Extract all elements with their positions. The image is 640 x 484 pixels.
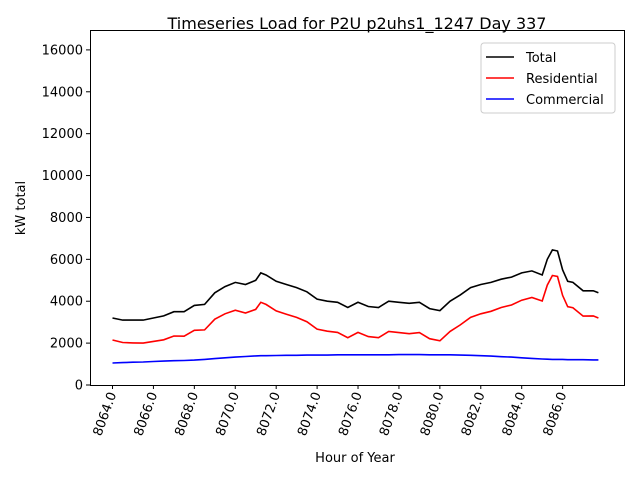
x-tick-label: 8072.0 [254, 390, 284, 438]
x-tick-label: 8064.0 [91, 390, 121, 438]
y-tick-label: 8000 [50, 211, 83, 226]
y-tick-label: 10000 [42, 169, 83, 184]
legend-label-residential: Residential [526, 72, 598, 87]
y-axis-label: kW total [14, 181, 29, 235]
legend-label-commercial: Commercial [526, 93, 604, 108]
x-tick-label: 8070.0 [213, 390, 243, 438]
legend: Total Residential Commercial [480, 42, 616, 114]
x-tick-label: 8082.0 [459, 390, 489, 438]
x-tick-label: 8078.0 [377, 390, 407, 438]
x-axis-label: Hour of Year [315, 451, 395, 466]
y-tick-label: 2000 [50, 337, 83, 352]
plot-frame [90, 30, 625, 386]
y-tick-label: 16000 [42, 43, 83, 58]
y-tick-label: 6000 [50, 253, 83, 268]
legend-label-total: Total [525, 51, 556, 66]
y-tick-label: 14000 [42, 85, 83, 100]
x-tick-label: 8076.0 [336, 390, 366, 438]
y-tick-label: 12000 [42, 127, 83, 142]
x-tick-label: 8080.0 [418, 390, 448, 438]
x-tick-label: 8074.0 [295, 390, 325, 438]
x-tick-label: 8084.0 [500, 390, 530, 438]
legend-box [480, 42, 616, 114]
x-tick-label: 8086.0 [541, 390, 571, 438]
series-line-residential [112, 274, 599, 344]
x-tick-label: 8068.0 [172, 390, 202, 438]
y-tick-label: 4000 [50, 295, 83, 310]
series-line-commercial [112, 353, 599, 364]
y-tick-label: 0 [75, 379, 83, 394]
series-line-total [112, 248, 599, 321]
x-tick-label: 8066.0 [132, 390, 162, 438]
chart-title: Timeseries Load for P2U p2uhs1_1247 Day … [167, 14, 547, 34]
